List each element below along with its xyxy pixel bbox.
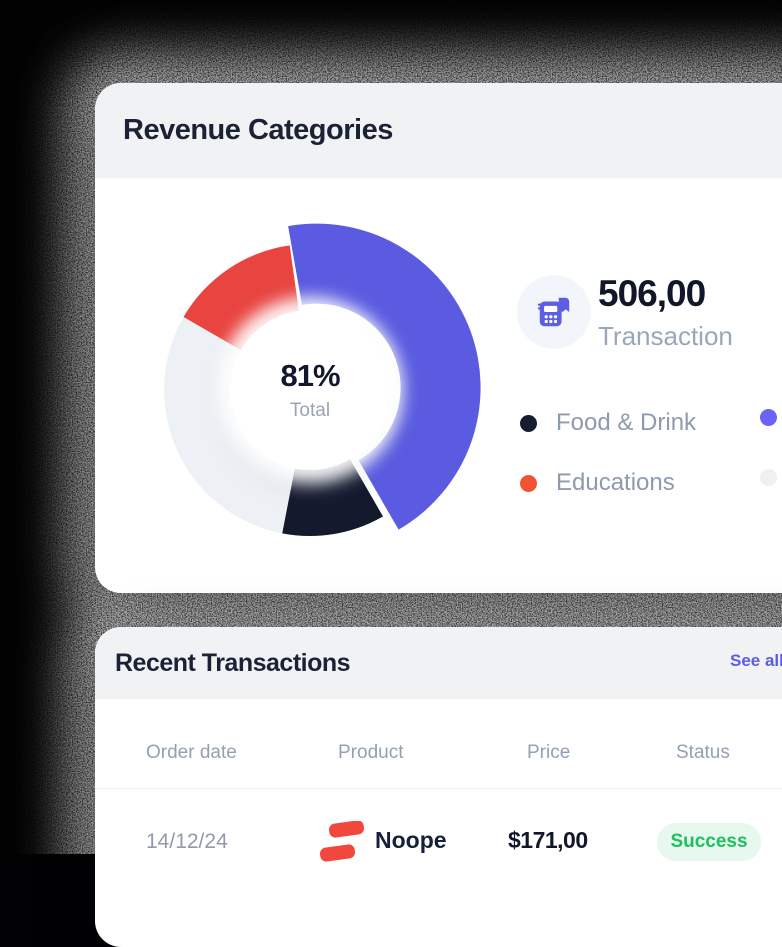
donut-chart-svg [164, 223, 481, 536]
legend-item-food-drink: Food & Drink [520, 409, 696, 437]
donut-segment [183, 245, 300, 351]
column-header-price: Price [527, 742, 571, 763]
revenue-donut-chart: 81% Total [130, 210, 490, 570]
transaction-count: 506,00 [598, 273, 706, 314]
donut-segment [288, 223, 481, 530]
column-header-order-date: Order date [146, 742, 237, 763]
legend-dot-gray [760, 469, 777, 486]
legend-item-clipped-1 [760, 409, 782, 426]
dashboard-screen: { "colors": { "accent_purple": "#5b5ce2"… [72, 60, 782, 947]
donut-total-label: Total [289, 400, 331, 421]
product-name-cell: Noope [375, 827, 447, 853]
status-badge: Success [657, 823, 761, 861]
table-divider [95, 788, 782, 789]
donut-segment [282, 457, 383, 536]
legend-item-clipped-2 [760, 469, 782, 486]
donut-center: 81% Total [230, 310, 390, 470]
legend-dot-dark [520, 414, 537, 432]
legend-item-educations: Educations [520, 469, 675, 497]
column-header-product: Product [338, 742, 404, 763]
revenue-card-title: Revenue Categories [123, 114, 393, 146]
price-cell: $171,00 [508, 827, 588, 853]
transactions-card-header: Recent Transactions [95, 627, 782, 699]
revenue-categories-card: Revenue Categories 81% Total 506,00 Tran… [95, 83, 782, 593]
legend-label: Educations [556, 469, 675, 496]
order-date-cell: 14/12/24 [146, 830, 228, 853]
legend-label: Food & Drink [556, 409, 697, 436]
pos-terminal-icon [537, 297, 570, 327]
transaction-stat-icon-bubble [517, 275, 591, 349]
transactions-card-title: Recent Transactions [115, 648, 351, 677]
column-header-status: Status [676, 742, 730, 763]
noope-logo-icon [318, 820, 366, 870]
transaction-count-label: Transaction [598, 321, 733, 351]
donut-total-percent: 81% [280, 358, 340, 393]
see-all-link[interactable]: See all [730, 651, 782, 670]
recent-transactions-card: Recent Transactions See all Order date P… [95, 627, 782, 947]
donut-segment [164, 317, 296, 534]
legend-dot-orange [520, 474, 537, 492]
revenue-card-header: Revenue Categories [95, 83, 782, 178]
legend-dot-purple [760, 409, 777, 426]
